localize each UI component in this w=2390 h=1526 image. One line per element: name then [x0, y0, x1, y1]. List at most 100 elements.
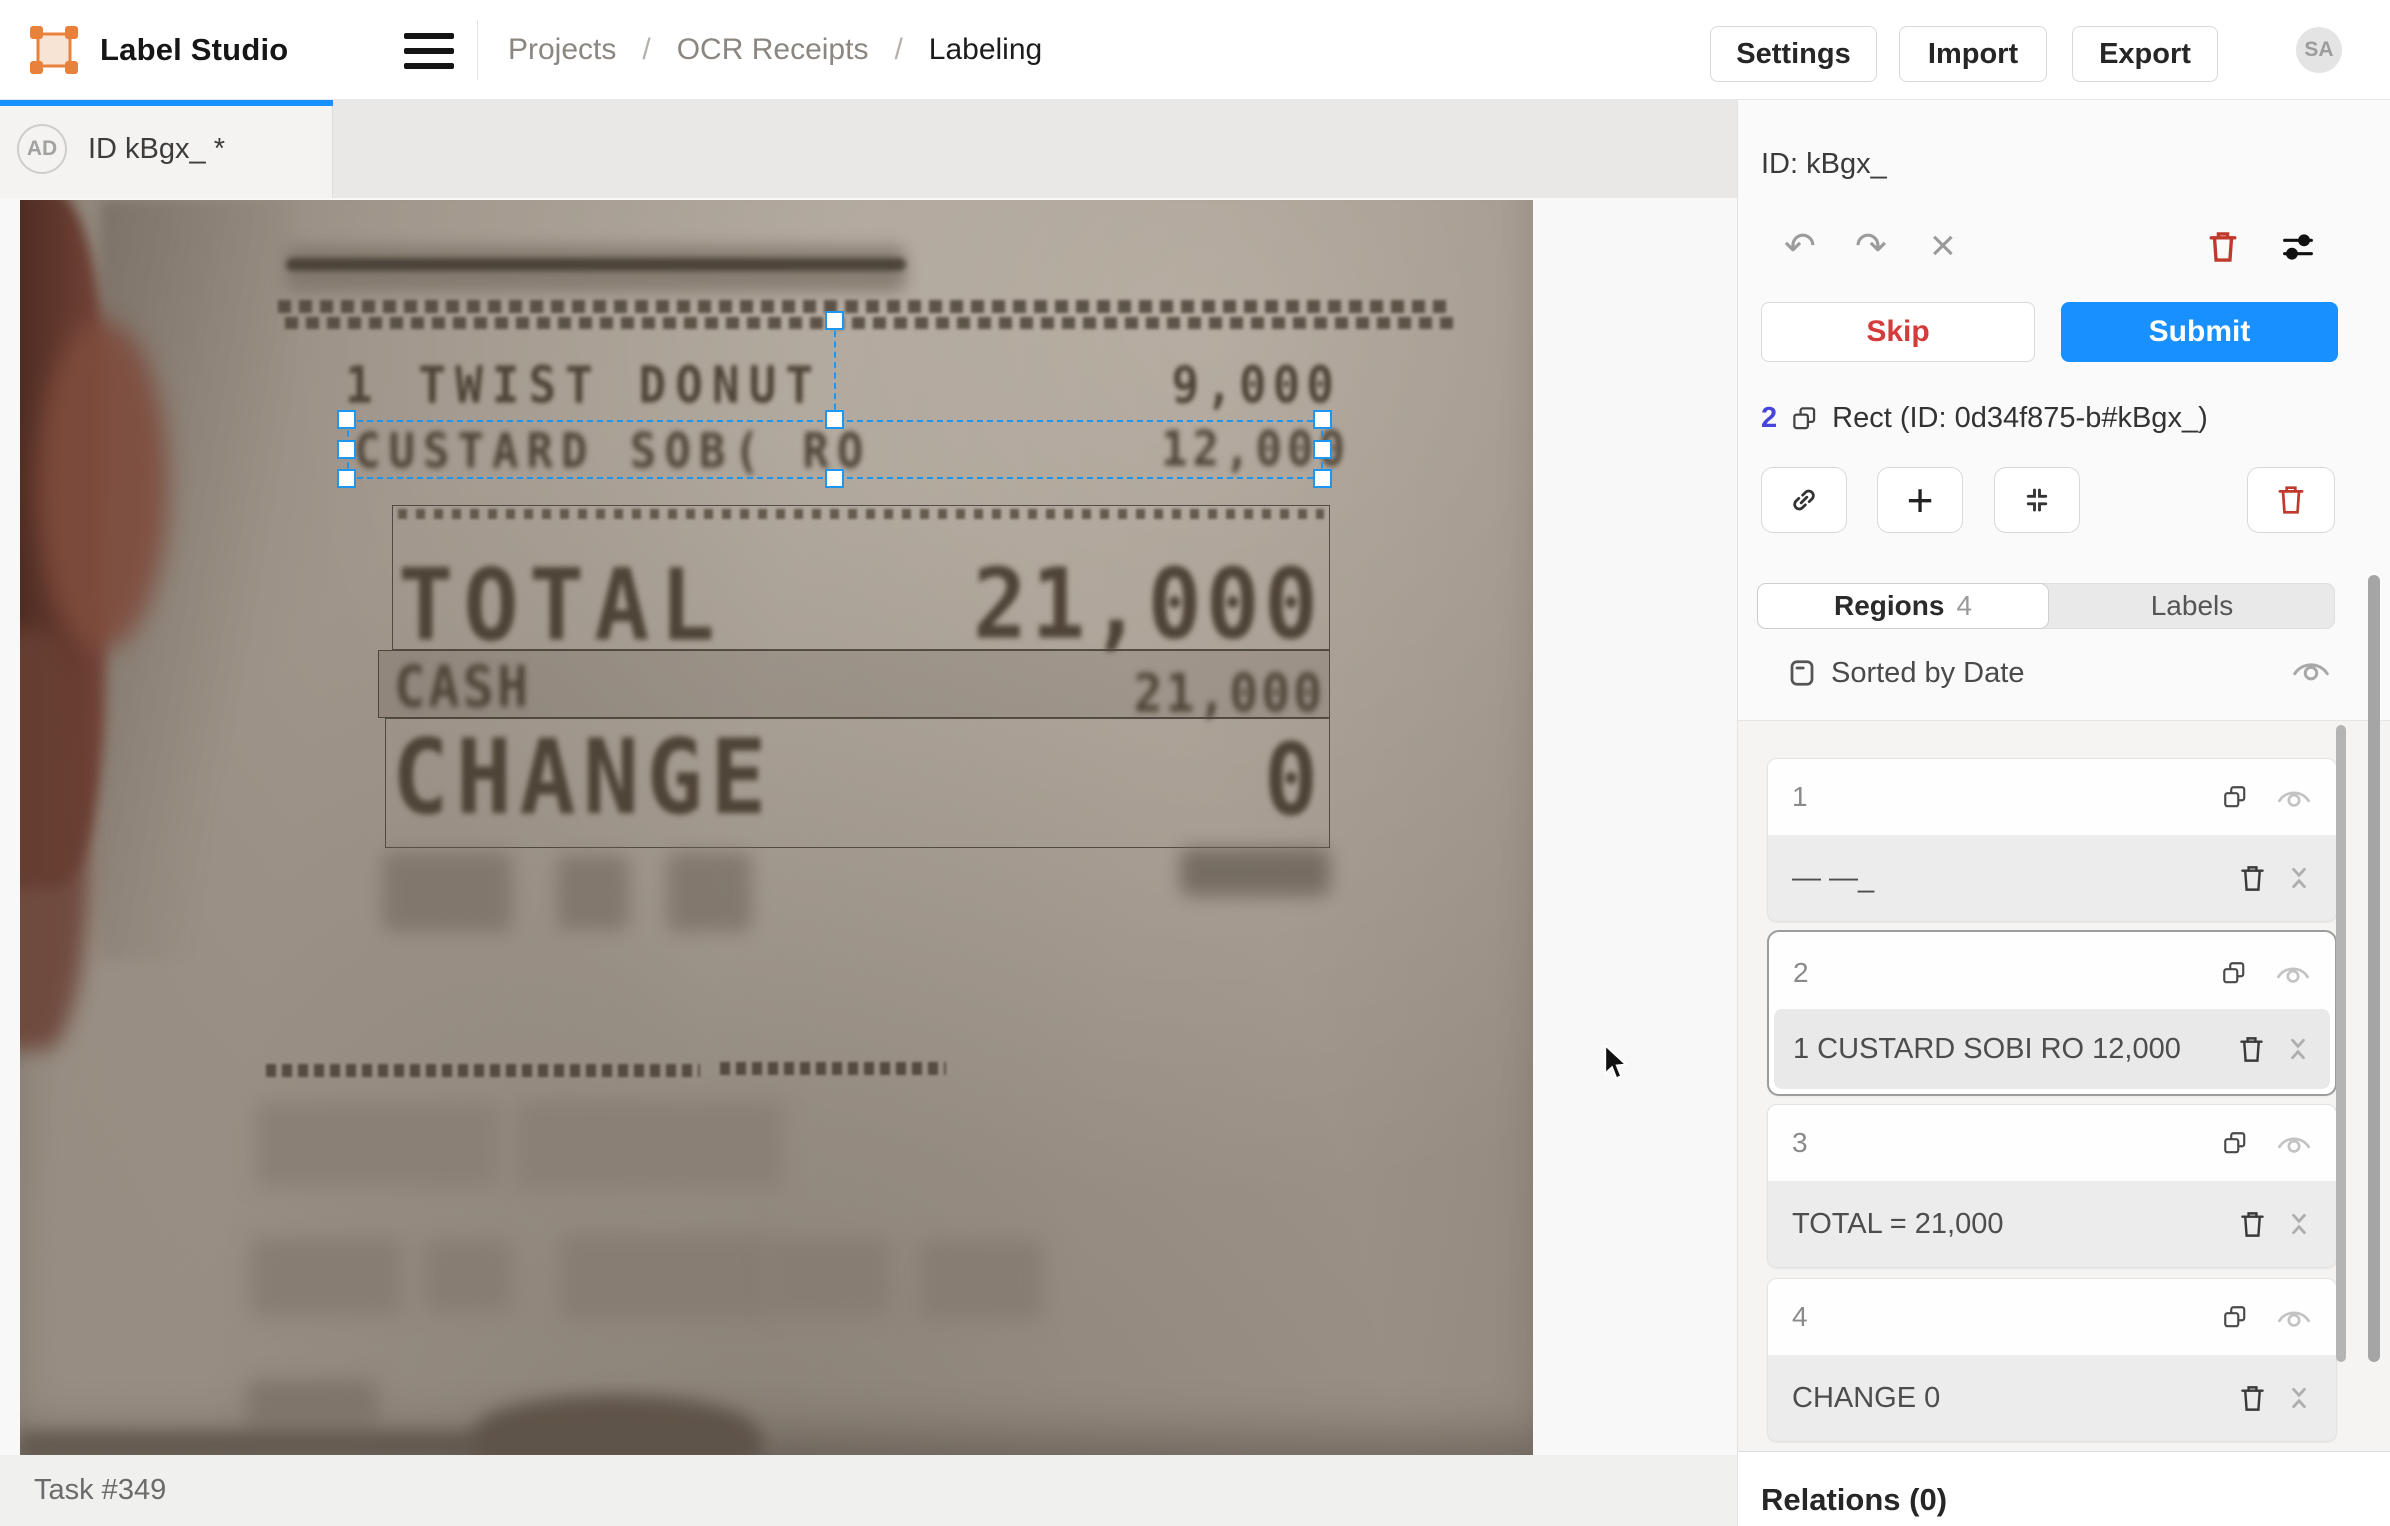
visibility-eye-icon[interactable]: [2276, 1304, 2312, 1331]
blurred-underline: [720, 1062, 946, 1075]
resize-handle-top-left[interactable]: [337, 410, 356, 429]
blurred-text: [918, 1240, 1043, 1320]
receipt-change-amount: 0: [1263, 722, 1318, 839]
resize-handle-top-right[interactable]: [1313, 410, 1332, 429]
region-card-content[interactable]: CHANGE 0: [1768, 1355, 2336, 1441]
region-card-number: 3: [1792, 1127, 1808, 1158]
region-card-header: 4: [1768, 1279, 2336, 1355]
duplicate-icon[interactable]: [2221, 960, 2247, 986]
hamburger-menu-icon[interactable]: [404, 33, 454, 69]
resize-handle-bottom-left[interactable]: [337, 469, 356, 488]
breadcrumb-page: Labeling: [928, 33, 1043, 66]
tab-regions[interactable]: Regions 4: [1757, 583, 2049, 629]
receipt-line1-amount: 9,000: [1171, 355, 1340, 415]
region-card-content[interactable]: 1 CUSTARD SOBI RO 12,000: [1774, 1009, 2330, 1089]
region-card-2-selected[interactable]: 2 1 CUSTARD SOBI RO 12,000: [1767, 930, 2337, 1096]
blurred-text: [1180, 848, 1330, 896]
selected-region-number: 2: [1761, 401, 1778, 434]
submit-button[interactable]: Submit: [2061, 302, 2338, 362]
add-region-button[interactable]: +: [1877, 467, 1963, 533]
region-ocr-text: CHANGE 0: [1792, 1381, 1941, 1414]
duplicate-icon[interactable]: [2222, 1304, 2248, 1330]
region-card-number: 1: [1792, 781, 1808, 812]
trash-icon[interactable]: [2239, 1210, 2266, 1239]
region-card-number: 4: [1792, 1301, 1808, 1332]
region-card-header: 3: [1768, 1105, 2336, 1181]
annotation-side-panel: ID: kBgx_ ↶ ↷ × Skip Submit 2 Rect (ID: …: [1737, 100, 2390, 1526]
breadcrumb: Projects / OCR Receipts / Labeling: [508, 0, 1042, 100]
toggle-all-visibility-icon[interactable]: [2291, 655, 2331, 685]
region-card-header: 2: [1774, 937, 2330, 1009]
fit-collapse-button[interactable]: [1994, 467, 2080, 533]
visibility-eye-icon[interactable]: [2276, 784, 2312, 811]
receipt-total-label: TOTAL: [398, 547, 725, 664]
resize-handle-top-center[interactable]: [825, 410, 844, 429]
blurred-text: [250, 1238, 402, 1316]
duplicate-icon[interactable]: [2222, 784, 2248, 810]
receipt-cash-label: CASH: [394, 655, 532, 721]
resize-handle-mid-left[interactable]: [337, 440, 356, 459]
view-settings-icon[interactable]: [2281, 230, 2315, 264]
blurred-text: [557, 855, 629, 930]
reset-close-icon[interactable]: ×: [1930, 221, 1956, 270]
task-tab-label: ID kBgx_ *: [88, 132, 225, 165]
region-box-total[interactable]: [392, 505, 1330, 650]
blurred-text: [256, 1102, 499, 1187]
region-box-cash[interactable]: [378, 650, 1330, 718]
task-number: Task #349: [34, 1474, 167, 1506]
delete-region-button[interactable]: [2247, 467, 2335, 533]
region-card-3[interactable]: 3 TOTAL = 21,000: [1767, 1104, 2337, 1268]
selected-region-label: Rect (ID: 0d34f875-b#kBgx_): [1832, 401, 2208, 434]
panel-scrollbar[interactable]: [2368, 575, 2380, 1362]
collapse-icon[interactable]: [2286, 1211, 2312, 1237]
undo-icon[interactable]: ↶: [1784, 226, 1816, 268]
visibility-eye-icon[interactable]: [2275, 960, 2311, 987]
task-tab[interactable]: AD ID kBgx_ *: [0, 100, 333, 198]
sort-control[interactable]: Sorted by Date: [1787, 656, 2024, 690]
tab-regions-count: 4: [1956, 590, 1973, 621]
relation-link-button[interactable]: [1761, 467, 1847, 533]
rotation-handle[interactable]: [825, 311, 844, 330]
receipt-line2-item: CUSTARD SOB( RO: [354, 423, 872, 480]
app-header: Label Studio Projects / OCR Receipts / L…: [0, 0, 2390, 100]
receipt-total-amount: 21,000: [972, 547, 1322, 662]
skip-button[interactable]: Skip: [1761, 302, 2035, 362]
dashed-separator: [278, 317, 1453, 329]
tab-labels[interactable]: Labels: [2150, 590, 2234, 621]
region-card-content[interactable]: — —_: [1768, 835, 2336, 921]
duplicate-icon[interactable]: [2222, 1130, 2248, 1156]
region-card-1[interactable]: 1 — —_: [1767, 758, 2337, 922]
collapse-icon[interactable]: [2285, 1036, 2311, 1062]
import-button[interactable]: Import: [1899, 26, 2047, 82]
mouse-cursor: [1602, 1044, 1632, 1082]
breadcrumb-separator: /: [642, 33, 651, 66]
region-ocr-text: 1 CUSTARD SOBI RO 12,000: [1793, 1032, 2181, 1065]
resize-handle-bottom-center[interactable]: [825, 469, 844, 488]
region-box-change[interactable]: [385, 718, 1330, 848]
settings-button[interactable]: Settings: [1710, 26, 1877, 82]
collapse-icon[interactable]: [2286, 1385, 2312, 1411]
redo-icon[interactable]: ↷: [1855, 226, 1887, 268]
region-card-4[interactable]: 4 CHANGE 0: [1767, 1278, 2337, 1442]
breadcrumb-projects[interactable]: Projects: [508, 33, 617, 66]
delete-annotation-icon[interactable]: [2207, 230, 2239, 264]
selected-region-header: 2 Rect (ID: 0d34f875-b#kBgx_): [1761, 400, 2208, 436]
rotation-handle-line: [834, 331, 836, 420]
collapse-icon[interactable]: [2286, 865, 2312, 891]
rect-icon: [1791, 405, 1818, 432]
visibility-eye-icon[interactable]: [2276, 1130, 2312, 1157]
trash-icon[interactable]: [2238, 1035, 2265, 1064]
blurred-underline: [266, 1064, 700, 1077]
user-avatar[interactable]: SA: [2296, 27, 2342, 73]
trash-icon[interactable]: [2239, 864, 2266, 893]
region-card-content[interactable]: TOTAL = 21,000: [1768, 1181, 2336, 1267]
region-list-scrollbar[interactable]: [2336, 725, 2346, 1362]
resize-handle-bottom-right[interactable]: [1313, 469, 1332, 488]
receipt-image[interactable]: 1 TWIST DONUT 9,000 CUSTARD SOB( RO 12,0…: [20, 200, 1533, 1455]
finger-overlay: [38, 320, 168, 650]
breadcrumb-project[interactable]: OCR Receipts: [676, 33, 869, 66]
trash-icon[interactable]: [2239, 1384, 2266, 1413]
resize-handle-mid-right[interactable]: [1313, 440, 1332, 459]
export-button[interactable]: Export: [2072, 26, 2218, 82]
breadcrumb-separator: /: [894, 33, 903, 66]
